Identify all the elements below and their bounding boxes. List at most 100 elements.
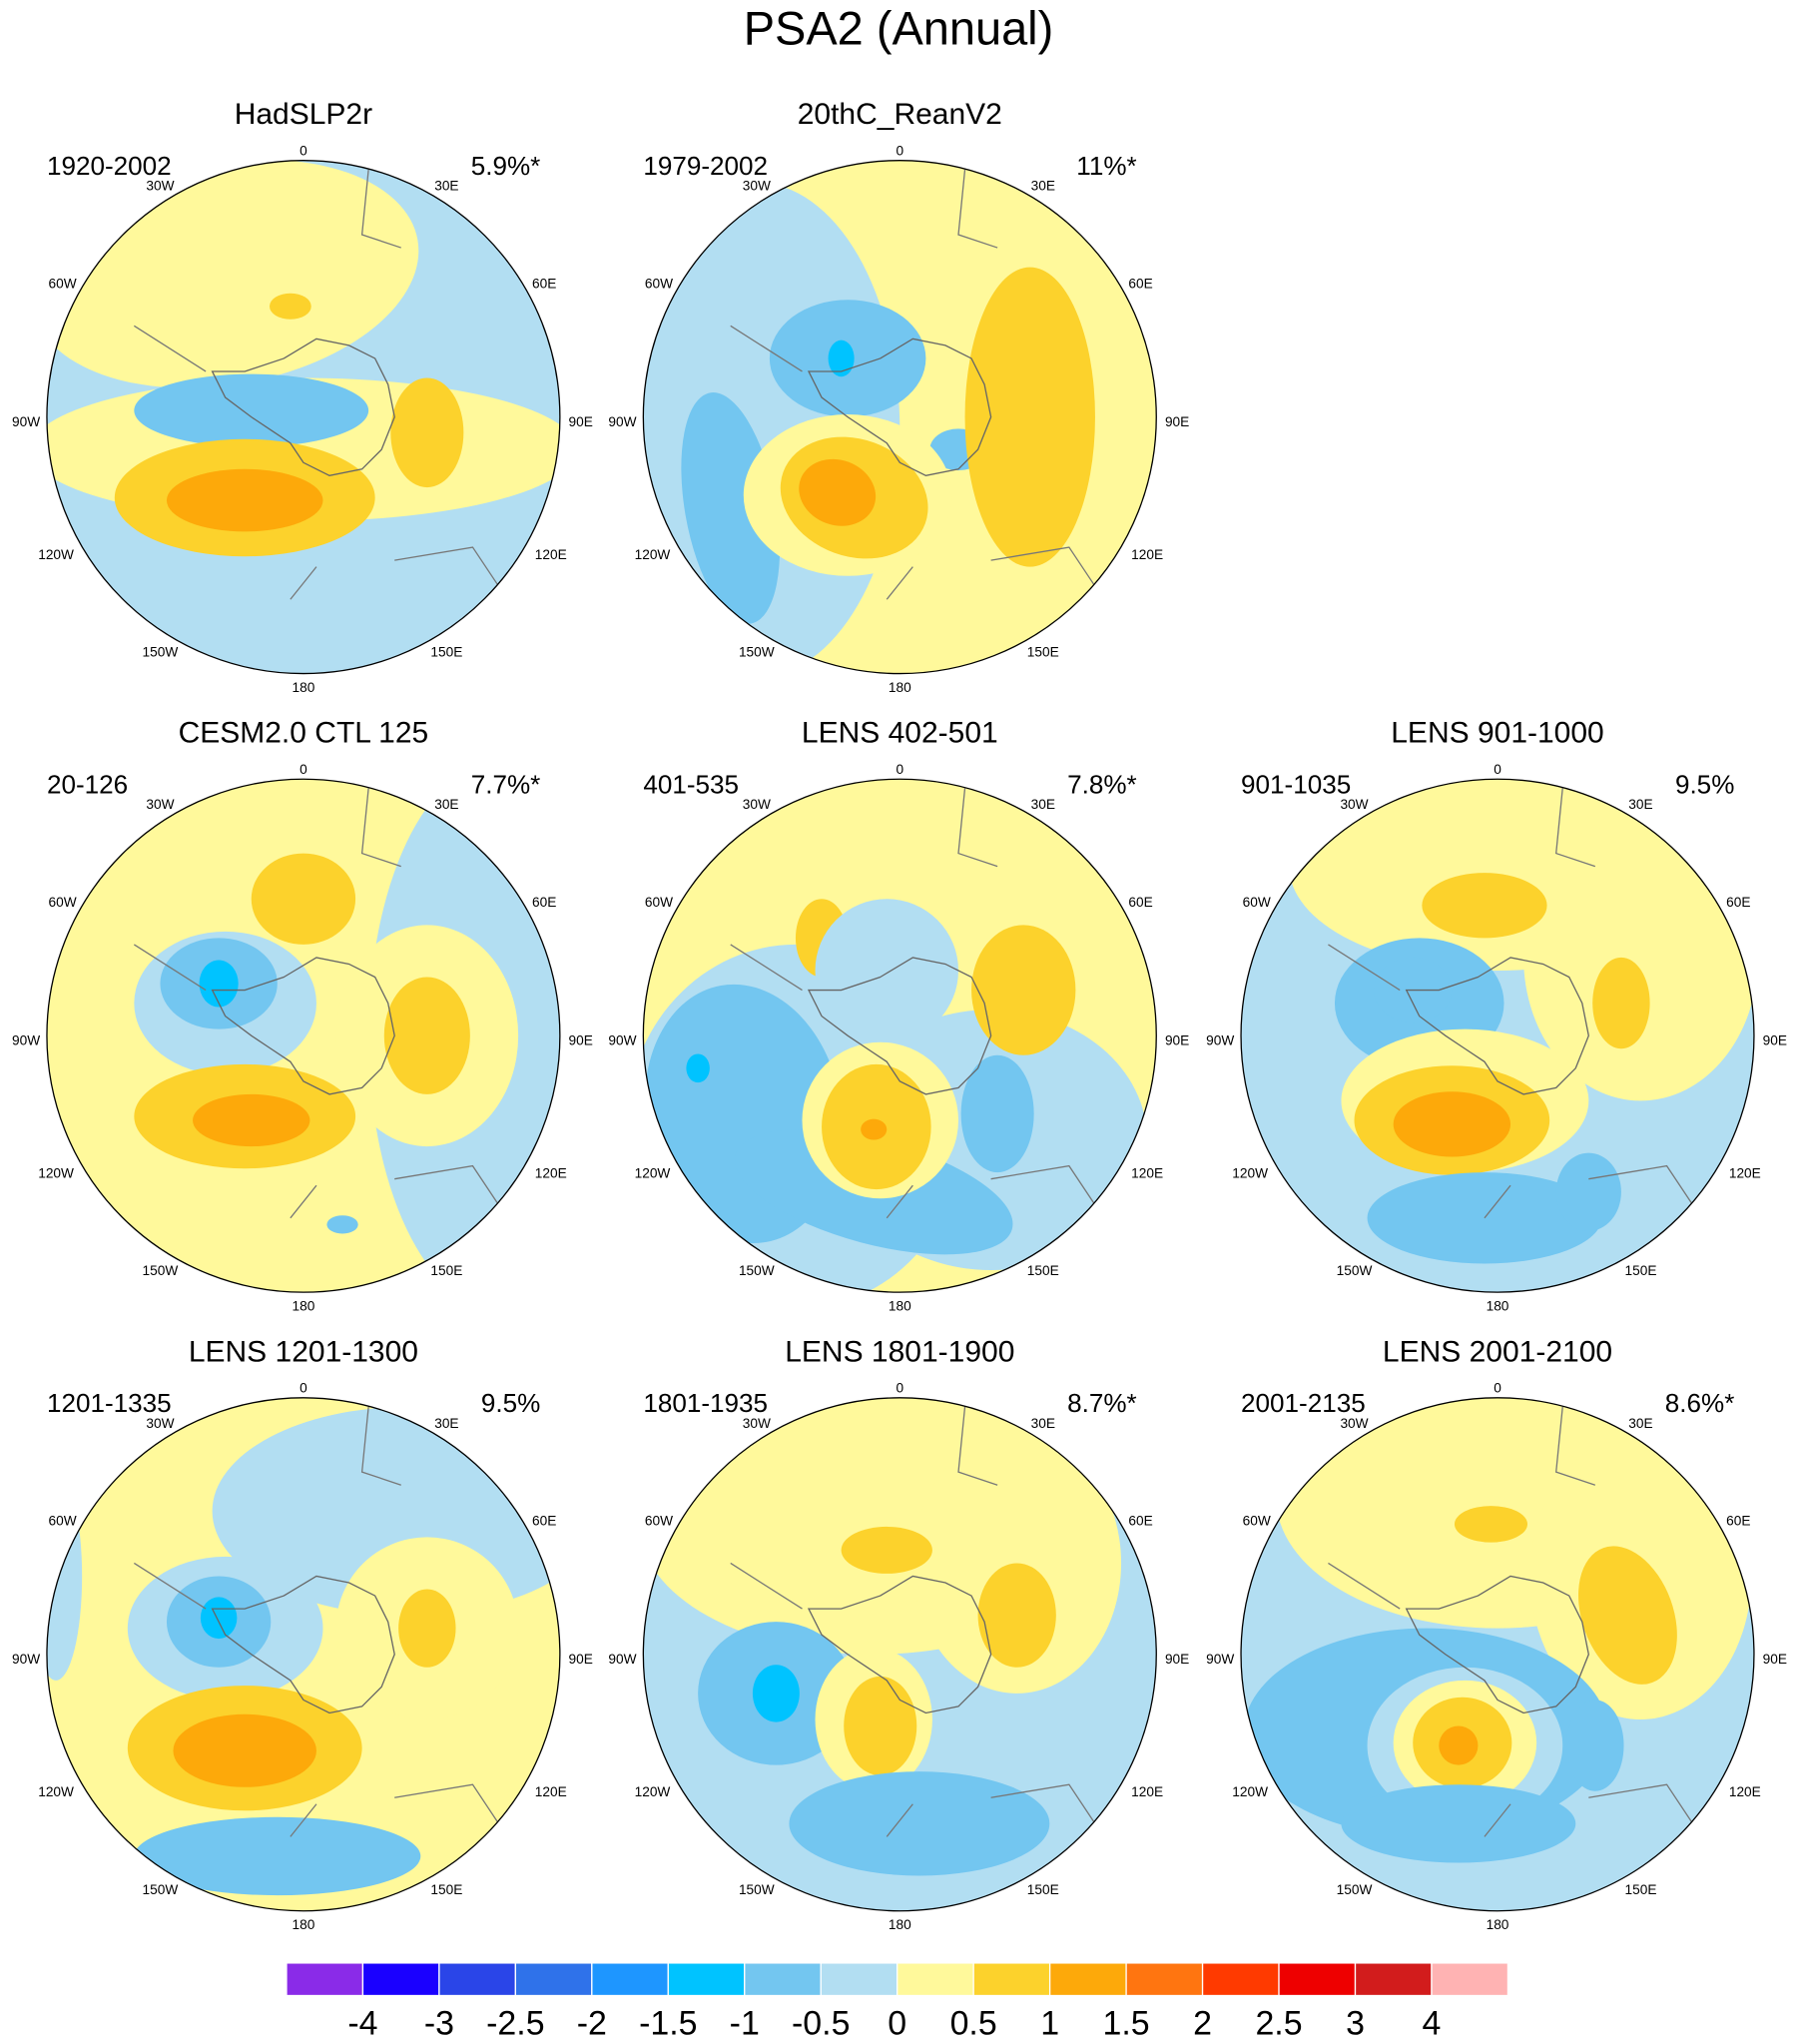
colorbar-box	[820, 1962, 898, 1997]
colorbar-label: 2.5	[1255, 2005, 1302, 2043]
longitude-label: 30W	[146, 179, 174, 194]
colorbar-box	[361, 1962, 440, 1997]
longitude-label: 150W	[1337, 1263, 1373, 1278]
panel-period: 1201-1335	[47, 1388, 172, 1418]
contour-region	[1393, 1091, 1511, 1157]
panel-title: LENS 402-501	[802, 717, 998, 750]
map-field	[1241, 779, 1754, 1293]
contour-region	[681, 392, 781, 624]
contour-region	[134, 1816, 421, 1896]
longitude-label: 60W	[49, 895, 77, 910]
coastline	[133, 788, 500, 1219]
panel-period: 1920-2002	[47, 151, 172, 181]
figure-title: PSA2 (Annual)	[744, 2, 1053, 55]
longitude-label: 90W	[12, 1652, 40, 1667]
panel-variance: 5.9%*	[471, 151, 541, 181]
longitude-label: 150W	[739, 1882, 775, 1897]
colorbar-label: -0.5	[792, 2005, 850, 2043]
map-border	[642, 1397, 1157, 1912]
longitude-label: 30E	[434, 797, 458, 812]
panel-title: LENS 1201-1300	[189, 1335, 418, 1368]
antarctica-outline	[1405, 1575, 1589, 1714]
contour-region	[200, 1597, 238, 1640]
longitude-label: 90W	[608, 1652, 636, 1667]
longitude-label: 90E	[569, 414, 593, 429]
coastline	[1328, 1406, 1694, 1837]
longitude-label: 180	[292, 680, 314, 695]
longitude-label: 30W	[146, 1416, 174, 1431]
colorbar-box	[438, 1962, 517, 1997]
colorbar-box	[1048, 1962, 1127, 1997]
panel-variance: 7.8%*	[1067, 770, 1137, 800]
contour-region	[1422, 873, 1547, 939]
longitude-label: 120W	[635, 1784, 671, 1799]
contour-region	[251, 853, 356, 945]
longitude-label: 30E	[1031, 179, 1055, 194]
longitude-label: 60E	[1128, 277, 1152, 292]
antarctica-outline	[211, 957, 395, 1095]
antarctica-outline	[211, 1575, 395, 1714]
map-border	[1240, 1397, 1755, 1912]
contour-region	[960, 1054, 1034, 1173]
longitude-label: 90E	[569, 1032, 593, 1047]
colorbar-box	[667, 1962, 746, 1997]
longitude-label: 180	[889, 1298, 911, 1313]
longitude-label: 30W	[1340, 797, 1368, 812]
longitude-label: 60W	[645, 895, 673, 910]
longitude-label: 0	[300, 762, 307, 777]
coastline	[730, 788, 1096, 1219]
contour-region	[326, 1215, 358, 1234]
panel-period: 1801-1935	[643, 1388, 768, 1418]
contour-region	[686, 1053, 710, 1083]
longitude-label: 90W	[1206, 1652, 1234, 1667]
colorbar-label: 3	[1346, 2005, 1365, 2043]
longitude-label: 30E	[1031, 1416, 1055, 1431]
longitude-label: 60E	[1128, 1514, 1152, 1529]
coastline	[133, 169, 500, 600]
longitude-label: 150E	[430, 645, 462, 660]
map-field	[643, 1397, 1157, 1911]
longitude-label: 90W	[12, 414, 40, 429]
contour-region	[1555, 1152, 1621, 1231]
contour-region	[1592, 957, 1650, 1049]
longitude-label: 0	[300, 143, 307, 158]
longitude-label: 180	[292, 1298, 314, 1313]
colorbar-label: -2.5	[486, 2005, 544, 2043]
contour-region	[199, 960, 239, 1008]
map-panel: HadSLP2r 1920-2002 5.9%* 0 30E 60E 90E 120E 150E…	[12, 98, 593, 695]
colorbar-box	[972, 1962, 1051, 1997]
colorbar-label: -4	[347, 2005, 377, 2043]
longitude-label: 60W	[49, 1514, 77, 1529]
map-panel: CESM2.0 CTL 125 20-126 7.7%* 0 30E 60E 90E 120E…	[12, 717, 593, 1314]
colorbar-box	[897, 1962, 974, 1997]
longitude-label: 120E	[1131, 1165, 1163, 1180]
longitude-label: 150E	[1027, 1263, 1059, 1278]
longitude-label: 30E	[434, 1416, 458, 1431]
longitude-label: 180	[889, 1917, 911, 1932]
contour-region	[861, 1118, 888, 1140]
longitude-label: 90W	[12, 1032, 40, 1047]
longitude-label: 30E	[1628, 797, 1652, 812]
panel-variance: 9.5%	[481, 1388, 540, 1418]
antarctica-outline	[1405, 957, 1589, 1095]
coastline	[730, 1406, 1096, 1837]
longitude-label: 30W	[743, 797, 771, 812]
map-field	[643, 160, 1157, 674]
longitude-label: 150W	[739, 1263, 775, 1278]
colorbar-label: -3	[424, 2005, 454, 2043]
map-field	[643, 779, 1157, 1293]
map-panel: LENS 402-501 401-535 7.8%* 0 30E 60E 90E 120E 15…	[608, 717, 1189, 1314]
longitude-label: 0	[1494, 762, 1501, 777]
colorbar-box	[1431, 1962, 1509, 1997]
longitude-label: 150W	[739, 645, 775, 660]
longitude-label: 90E	[1763, 1032, 1787, 1047]
contour-region	[964, 267, 1095, 567]
longitude-label: 120E	[535, 1165, 567, 1180]
longitude-label: 90E	[1165, 1652, 1189, 1667]
longitude-label: 150E	[1624, 1263, 1656, 1278]
colorbar-box	[286, 1962, 364, 1997]
longitude-label: 0	[896, 762, 903, 777]
map-border	[46, 1397, 561, 1912]
longitude-label: 120E	[1131, 547, 1163, 562]
